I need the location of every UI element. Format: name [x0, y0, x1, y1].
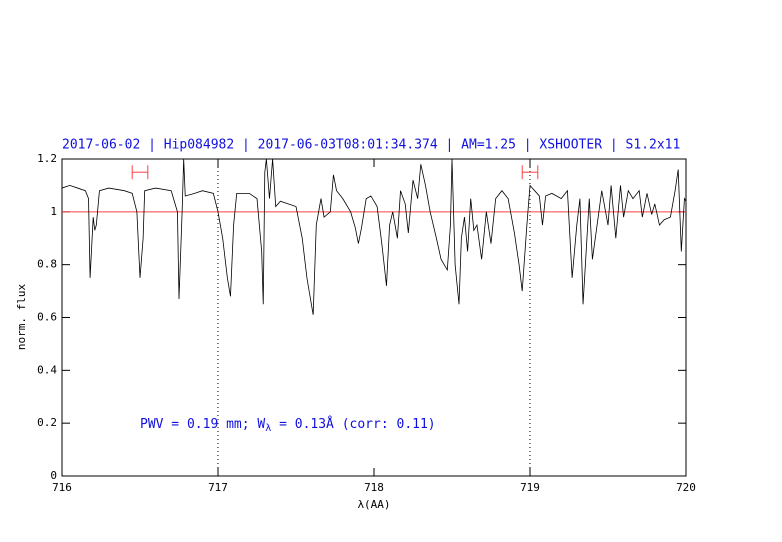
y-axis-label: norm. flux — [15, 284, 28, 351]
y-tick-label: 0.2 — [37, 416, 57, 429]
x-tick-label: 716 — [52, 481, 72, 494]
x-tick-label: 718 — [364, 481, 384, 494]
y-tick-label: 0.4 — [37, 363, 57, 376]
annotation-text: PWV = 0.19 mm; W — [140, 417, 265, 432]
x-tick-label: 717 — [208, 481, 228, 494]
y-tick-label: 0.8 — [37, 258, 57, 271]
y-tick-label: 0.6 — [37, 311, 57, 324]
y-tick-label: 0 — [50, 469, 57, 482]
interval-marker — [521, 165, 539, 180]
x-tick-label: 719 — [520, 481, 540, 494]
spectrum-line — [61, 158, 687, 315]
annotation-subscript: λ — [265, 423, 271, 434]
y-tick-label: 1.2 — [37, 152, 57, 165]
annotation-text: = 0.13Å (corr: 0.11) — [271, 416, 435, 432]
chart-title: 2017-06-02 | Hip084982 | 2017-06-03T08:0… — [62, 138, 680, 153]
y-tick-label: 1 — [50, 205, 57, 218]
x-tick-label: 720 — [676, 481, 696, 494]
annotation: PWV = 0.19 mm; Wλ = 0.13Å (corr: 0.11) — [140, 416, 436, 435]
x-axis-label: λ(AA) — [357, 498, 390, 511]
interval-marker — [131, 165, 149, 180]
